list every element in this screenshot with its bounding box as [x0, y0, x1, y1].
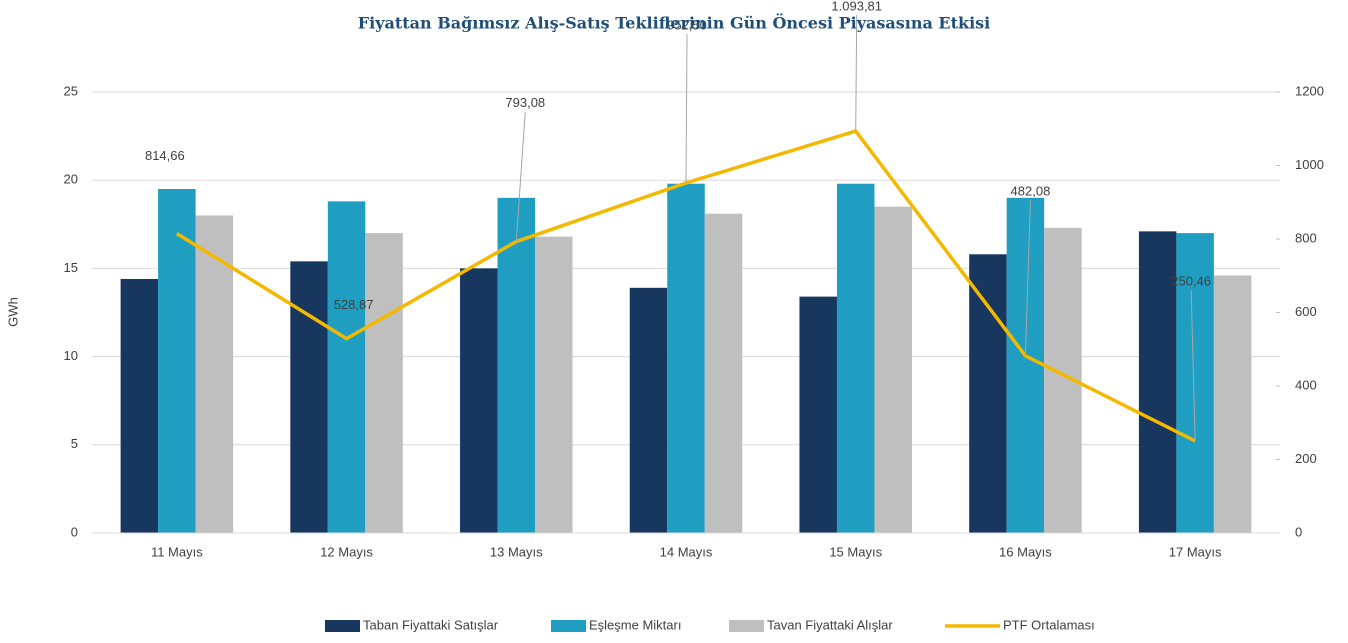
data-label: 1.093,81 — [831, 0, 882, 13]
data-label: 952,50 — [667, 17, 707, 32]
y2-tick-label: 1000 — [1295, 157, 1324, 172]
data-label: 528,87 — [334, 297, 374, 312]
leader-line — [685, 33, 688, 183]
bar — [460, 268, 498, 533]
data-label: 482,08 — [1011, 183, 1051, 198]
bar — [290, 261, 328, 533]
bar — [799, 296, 837, 533]
legend-swatch — [551, 620, 586, 632]
x-tick-label: 13 Mayıs — [490, 544, 543, 559]
legend-swatch — [325, 620, 360, 632]
legend-label: Eşleşme Miktarı — [589, 617, 681, 632]
x-tick-label: 16 Mayıs — [999, 544, 1052, 559]
data-label: 793,08 — [505, 95, 545, 110]
chart-title: Fiyattan Bağımsız Alış-Satış Tekliflerin… — [358, 13, 990, 33]
x-tick-label: 14 Mayıs — [660, 544, 713, 559]
leader-line — [515, 111, 526, 242]
legend-label: Taban Fiyattaki Satışlar — [363, 617, 499, 632]
data-label: 814,66 — [145, 148, 185, 163]
bar — [1138, 231, 1177, 533]
bar — [158, 189, 196, 533]
leader-line — [1024, 199, 1031, 356]
y2-tick-label: 400 — [1295, 377, 1317, 392]
y2-tick-label: 0 — [1295, 524, 1302, 539]
legend-swatch — [729, 620, 764, 632]
y2-tick-label: 1200 — [1295, 83, 1324, 98]
leader-line — [1190, 289, 1196, 441]
y2-tick-label: 600 — [1295, 304, 1317, 319]
bar — [1176, 233, 1214, 533]
x-tick-label: 15 Mayıs — [829, 544, 882, 559]
y-tick-label: 10 — [64, 348, 78, 363]
bar — [365, 233, 403, 533]
bar — [497, 197, 536, 533]
x-tick-label: 12 Mayıs — [320, 544, 373, 559]
bar — [327, 201, 366, 534]
legend-label: Tavan Fiyattaki Alışlar — [767, 617, 893, 632]
bar — [195, 215, 234, 534]
bar — [969, 254, 1007, 533]
x-tick-label: 17 Mayıs — [1169, 544, 1222, 559]
bar — [1006, 197, 1045, 533]
y2-tick-label: 800 — [1295, 230, 1317, 245]
bar — [629, 287, 668, 533]
bar — [535, 236, 573, 533]
bar — [874, 206, 912, 533]
leader-line — [855, 15, 858, 132]
y2-tick-label: 200 — [1295, 451, 1317, 466]
bar — [667, 183, 705, 533]
bar — [1213, 275, 1252, 533]
y-axis-label: GWh — [5, 297, 20, 327]
legend-label: PTF Ortalaması — [1003, 617, 1095, 632]
data-label: 250,46 — [1171, 273, 1211, 288]
bar — [120, 278, 159, 533]
bar — [836, 183, 875, 533]
x-tick-label: 11 Mayıs — [151, 544, 203, 559]
y-tick-label: 5 — [71, 436, 78, 451]
y-tick-label: 25 — [64, 83, 78, 98]
y-tick-label: 15 — [64, 260, 78, 275]
y-tick-label: 0 — [71, 524, 78, 539]
y-tick-label: 20 — [64, 172, 78, 187]
bar — [704, 213, 743, 533]
